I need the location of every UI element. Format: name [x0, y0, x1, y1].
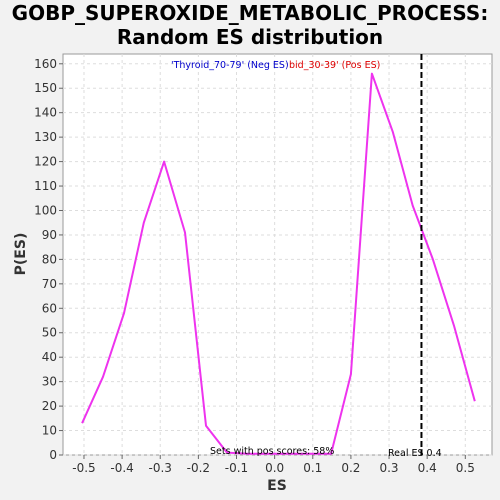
y-tick-label: 110	[34, 179, 57, 193]
x-tick-label: 0.4	[418, 461, 437, 475]
x-tick-label: -0.1	[225, 461, 248, 475]
x-tick-label: 0.3	[379, 461, 398, 475]
y-tick-label: 70	[42, 277, 57, 291]
x-axis-label: ES	[267, 478, 287, 494]
y-tick-label: 60	[42, 301, 57, 315]
y-tick-label: 10	[42, 424, 57, 438]
real-es-label: Real ES 0.4	[388, 448, 442, 459]
pos-es-label: bid_30-39' (Pos ES)	[289, 60, 380, 71]
y-tick-label: 140	[34, 106, 57, 120]
y-tick-label: 0	[49, 448, 57, 462]
x-tick-label: -0.4	[110, 461, 133, 475]
y-tick-label: 20	[42, 399, 57, 413]
x-tick-label: 0.2	[341, 461, 360, 475]
y-tick-label: 40	[42, 350, 57, 364]
pos-scores-label: Sets with pos scores: 58%	[210, 446, 334, 457]
y-tick-label: 150	[34, 81, 57, 95]
axes: 0 10 20 30 40 50 60 70 80 90 100 110 120 130 140 150 160…	[34, 57, 475, 475]
y-tick-label: 50	[42, 326, 57, 340]
y-tick-label: 120	[34, 155, 57, 169]
series-layer	[81, 72, 476, 455]
x-tick-label: 0.5	[456, 461, 475, 475]
y-axis-label: P(ES)	[13, 233, 29, 276]
y-tick-label: 90	[42, 228, 57, 242]
y-tick-label: 100	[34, 203, 57, 217]
chart-title-line2: Random ES distribution	[117, 25, 383, 49]
x-tick-label: 0.0	[265, 461, 284, 475]
x-tick-label: -0.3	[149, 461, 172, 475]
chart-title-line1: GOBP_SUPEROXIDE_METABOLIC_PROCESS:	[12, 1, 489, 25]
y-tick-label: 160	[34, 57, 57, 71]
y-tick-label: 130	[34, 130, 57, 144]
x-tick-label: -0.5	[72, 461, 95, 475]
y-tick-label: 30	[42, 375, 57, 389]
x-tick-label: -0.2	[187, 461, 210, 475]
neg-es-label: 'Thyroid_70-79' (Neg ES)	[171, 60, 289, 71]
y-tick-label: 80	[42, 252, 57, 266]
es-distribution-line	[81, 72, 476, 455]
x-tick-label: 0.1	[303, 461, 322, 475]
